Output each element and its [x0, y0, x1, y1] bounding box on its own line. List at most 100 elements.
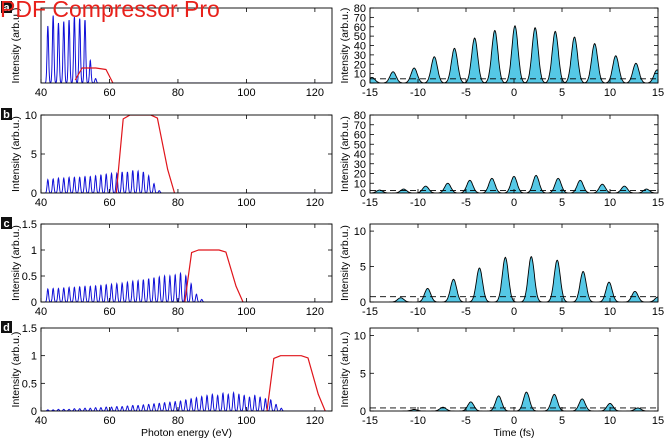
axes-frame [369, 223, 659, 303]
pulse-peak [546, 177, 570, 193]
pulse-peak [459, 401, 483, 411]
pulse-peak [480, 177, 504, 193]
y-tick-label: 1.5 [22, 323, 37, 335]
plot-area [41, 15, 332, 83]
pulse-peak [422, 56, 446, 83]
pulse-peak [626, 407, 650, 411]
panel-a-spectrum: 40 60 80 100 120 Intensity (arb.u.)a [1, 1, 333, 99]
pulse-peak [487, 395, 511, 411]
y-axis-label: Intensity (arb.u.) [339, 332, 351, 408]
pulse-peak [562, 36, 587, 83]
x-tick-label: -15 [362, 415, 378, 427]
x-tick-label: 10 [604, 87, 616, 99]
y-axis-label: Intensity (arb.u.) [339, 8, 351, 84]
pulse-peak [524, 174, 548, 193]
filter-transmission-line [115, 115, 176, 193]
plot-area [370, 255, 658, 302]
pulse-peak [443, 47, 466, 83]
plot-area [41, 355, 332, 411]
pulse-peak [442, 278, 465, 302]
plot-area [370, 25, 658, 83]
x-tick-label: 10 [604, 306, 616, 318]
y-tick-label: 50 [354, 31, 366, 43]
x-tick-label: 10 [604, 197, 616, 209]
y-tick-label: 0 [31, 188, 37, 200]
x-tick-label: -15 [362, 87, 378, 99]
x-tick-label: 120 [306, 197, 324, 209]
x-tick-label: 0 [511, 197, 517, 209]
y-tick-label: 30 [354, 50, 366, 62]
y-tick-label: 5 [360, 262, 366, 274]
y-tick-label: 40 [354, 41, 366, 53]
y-tick-label: 10 [354, 69, 366, 81]
x-tick-label: 5 [559, 87, 565, 99]
y-tick-label: 50 [354, 139, 366, 151]
pulse-peak [458, 179, 482, 193]
y-tick-label: 0 [360, 297, 366, 309]
pulse-peak [462, 37, 487, 83]
x-tick-label: 60 [103, 87, 115, 99]
pulse-peak [635, 188, 658, 193]
y-tick-label: 10 [354, 331, 366, 343]
plot-area [41, 249, 332, 302]
panel-letter: c [3, 218, 9, 230]
x-tick-label: 0 [511, 415, 517, 427]
y-tick-label: 80 [354, 3, 366, 15]
y-axis-label: Intensity (arb.u.) [10, 332, 22, 408]
y-tick-label: 80 [354, 110, 366, 122]
pulse-peak [493, 256, 518, 302]
harmonic-spectrum-line [41, 271, 332, 302]
x-tick-label: 120 [306, 415, 324, 427]
watermark: PDF Compressor Pro [0, 0, 220, 22]
panel-a-pulse: -15 -10 -5 0 5 10 1501020304050607080Intensity… [339, 3, 664, 99]
y-tick-label: 40 [354, 149, 366, 161]
harmonic-spectrum-line [41, 15, 332, 83]
axes-frame [40, 327, 333, 412]
axes-frame [40, 7, 333, 84]
pulse-peak [645, 69, 658, 83]
y-tick-label: 5 [31, 149, 37, 161]
y-axis-label: Intensity (arb.u.) [10, 8, 22, 84]
y-tick-label: 10 [25, 110, 37, 122]
y-tick-label: 70 [354, 120, 366, 132]
x-tick-label: 80 [172, 87, 184, 99]
panel-letter: a [3, 2, 10, 14]
x-tick-label: 100 [237, 87, 255, 99]
harmonic-spectrum-line [41, 169, 332, 193]
x-tick-label: 100 [237, 306, 255, 318]
pulse-peak [646, 296, 658, 302]
plot-area [370, 174, 658, 193]
pulse-peak [483, 29, 507, 83]
pulse-peak [624, 62, 648, 83]
y-tick-label: 0.5 [22, 271, 37, 283]
x-tick-label: 15 [652, 87, 664, 99]
x-tick-label: 5 [559, 197, 565, 209]
y-tick-label: 5 [360, 368, 366, 380]
pulse-peak [571, 270, 595, 302]
filter-transmission-line [74, 67, 114, 83]
pulse-peak [502, 25, 527, 83]
filter-transmission-line [184, 249, 244, 302]
x-tick-label: -5 [461, 197, 471, 209]
x-tick-label: -10 [410, 87, 426, 99]
pulse-peak [389, 297, 413, 302]
pulse-peak [543, 30, 567, 83]
axes-frame [40, 223, 333, 303]
pulse-peak [523, 27, 547, 83]
x-tick-label: 60 [103, 197, 115, 209]
x-tick-label: 100 [237, 197, 255, 209]
panel-letter-badge [1, 1, 12, 13]
x-tick-label: 60 [103, 415, 115, 427]
x-tick-label: -10 [410, 415, 426, 427]
x-tick-label: 40 [35, 197, 47, 209]
y-tick-label: 10 [354, 226, 366, 238]
pulse-peak [515, 391, 538, 411]
x-tick-label: 15 [652, 415, 664, 427]
x-axis-label: Time (fs) [493, 427, 534, 439]
y-tick-label: 20 [354, 59, 366, 71]
panel-letter-badge [1, 321, 12, 333]
y-tick-label: 60 [354, 22, 366, 34]
